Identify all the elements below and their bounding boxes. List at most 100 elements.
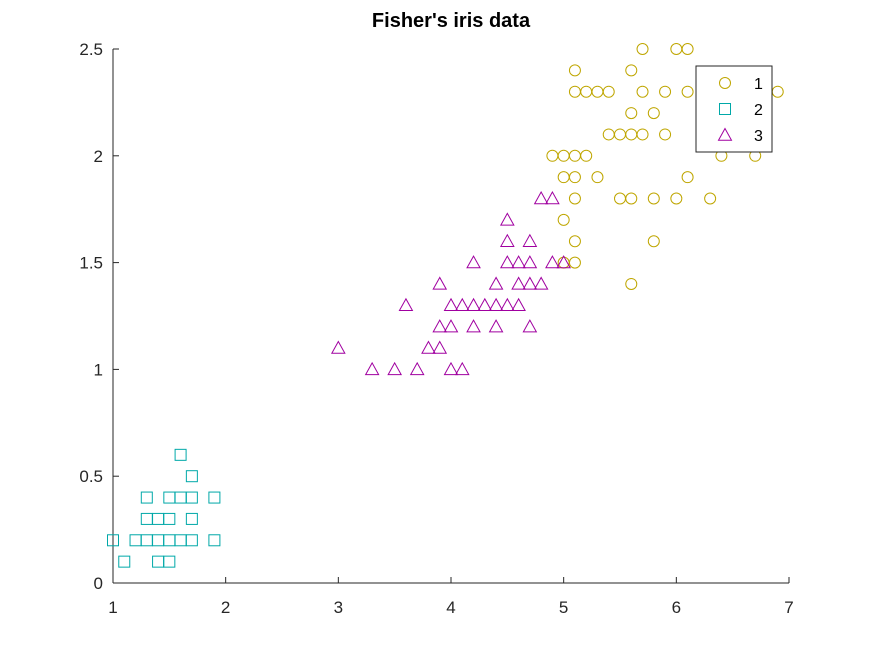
data-point: [185, 470, 198, 483]
data-point: [488, 297, 504, 312]
data-point: [174, 491, 187, 504]
series-2: [107, 448, 221, 568]
data-point: [568, 171, 581, 184]
data-point: [568, 85, 581, 98]
data-point: [118, 555, 131, 568]
data-point: [591, 85, 604, 98]
y-tick-label: 2.5: [79, 40, 103, 59]
data-point: [704, 192, 717, 205]
data-point: [163, 534, 176, 547]
data-point: [647, 235, 660, 248]
chart-title: Fisher's iris data: [372, 10, 531, 32]
data-point: [681, 171, 694, 184]
x-tick-label: 4: [446, 598, 455, 617]
data-point: [522, 255, 538, 269]
data-point: [557, 149, 570, 162]
plot-area: [107, 43, 784, 568]
data-point: [488, 319, 504, 333]
data-point: [421, 340, 436, 354]
data-point: [625, 192, 638, 205]
data-point: [208, 491, 221, 504]
data-point: [568, 149, 581, 162]
data-point: [163, 512, 176, 525]
data-point: [152, 512, 165, 525]
data-point: [522, 233, 538, 247]
data-point: [771, 85, 784, 98]
legend-entry-label: 3: [754, 128, 763, 145]
data-point: [557, 213, 570, 226]
series-3: [330, 190, 572, 376]
legend-marker: [717, 127, 733, 141]
data-point: [185, 512, 198, 525]
y-tick-label: 1.5: [79, 254, 103, 273]
data-point: [107, 534, 119, 547]
data-point: [670, 43, 683, 55]
data-point: [398, 297, 414, 312]
data-point: [546, 149, 559, 162]
data-point: [545, 255, 560, 269]
data-point: [466, 297, 481, 312]
data-point: [681, 43, 694, 55]
data-point: [659, 85, 672, 98]
data-point: [533, 190, 549, 205]
data-point: [591, 171, 604, 184]
data-point: [636, 85, 649, 98]
data-point: [568, 235, 581, 248]
data-point: [625, 277, 638, 290]
data-point: [511, 255, 526, 269]
data-point: [432, 319, 448, 333]
x-tick-label: 7: [784, 598, 793, 617]
data-point: [129, 534, 142, 547]
data-point: [556, 255, 572, 269]
data-point: [568, 192, 581, 205]
data-point: [681, 85, 694, 98]
y-tick-label: 0: [94, 574, 103, 593]
y-tick-label: 0.5: [79, 467, 103, 486]
legend-marker: [719, 77, 731, 89]
data-point: [670, 192, 683, 205]
y-tick-label: 2: [94, 147, 103, 166]
data-point: [568, 256, 581, 269]
data-point: [580, 85, 593, 98]
legend-entry-label: 2: [754, 102, 763, 119]
data-point: [163, 491, 176, 504]
data-point: [208, 534, 221, 547]
data-point: [185, 491, 198, 504]
legend: 1 2 3: [695, 65, 773, 153]
data-point: [454, 361, 470, 376]
data-point: [387, 361, 403, 376]
data-point: [659, 128, 672, 141]
data-point: [443, 319, 459, 333]
data-point: [443, 297, 459, 312]
data-point: [499, 233, 515, 247]
data-point: [466, 255, 481, 269]
data-point: [499, 255, 515, 269]
data-point: [432, 276, 448, 290]
x-tick-label: 2: [221, 598, 230, 617]
data-point: [545, 190, 560, 205]
data-point: [568, 64, 581, 77]
data-point: [580, 149, 593, 162]
data-point: [625, 128, 638, 141]
data-point: [488, 276, 504, 290]
data-point: [432, 340, 448, 354]
data-point: [364, 361, 380, 376]
data-point: [647, 192, 660, 205]
x-tick-label: 6: [672, 598, 681, 617]
data-point: [511, 276, 526, 290]
data-point: [443, 361, 459, 376]
data-point: [454, 297, 470, 312]
data-point: [533, 276, 549, 290]
x-tick-label: 1: [108, 598, 117, 617]
data-point: [602, 128, 615, 141]
data-point: [625, 107, 638, 120]
data-point: [602, 85, 615, 98]
legend-entry-label: 1: [754, 76, 763, 93]
legend-marker: [719, 103, 731, 115]
data-point: [557, 171, 570, 184]
data-point: [614, 128, 626, 141]
data-point: [647, 107, 660, 120]
data-point: [163, 555, 176, 568]
data-point: [409, 361, 425, 376]
